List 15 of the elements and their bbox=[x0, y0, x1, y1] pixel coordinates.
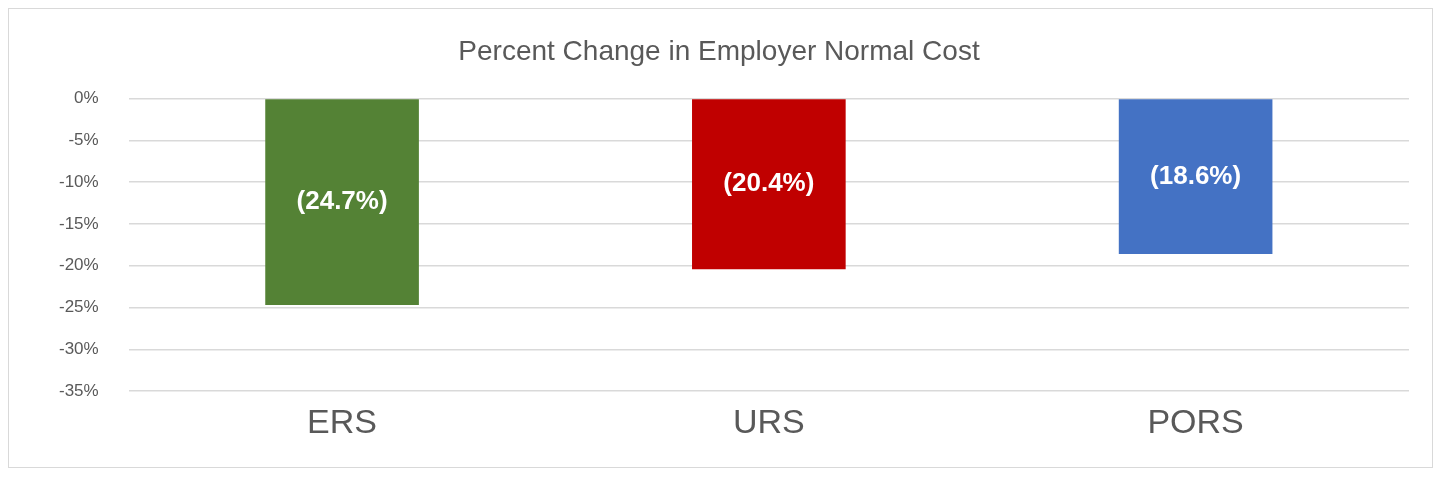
y-tick-label: -30% bbox=[59, 339, 99, 359]
data-label: (24.7%) bbox=[296, 185, 388, 216]
y-tick-label: -25% bbox=[59, 297, 99, 317]
x-tick-label: URS bbox=[732, 401, 805, 440]
y-tick-label: 0% bbox=[74, 88, 99, 108]
x-tick-label: PORS bbox=[1147, 401, 1244, 440]
y-tick-label: -15% bbox=[59, 213, 99, 233]
x-tick-label: ERS bbox=[307, 401, 378, 440]
y-tick-label: -5% bbox=[68, 130, 99, 150]
data-label: (18.6%) bbox=[1150, 159, 1242, 190]
y-tick-label: -35% bbox=[59, 380, 99, 400]
chart-title: Percent Change in Employer Normal Cost bbox=[458, 34, 980, 66]
y-tick-label: -10% bbox=[59, 171, 99, 191]
data-label: (20.4%) bbox=[723, 167, 815, 198]
y-tick-label: -20% bbox=[59, 255, 99, 275]
